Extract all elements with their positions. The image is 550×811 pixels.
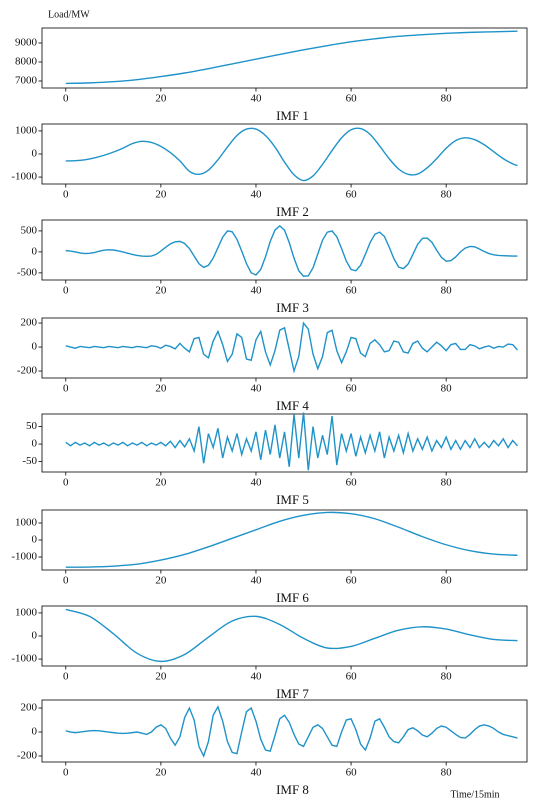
data-line — [65, 608, 518, 663]
panel-label: IMF 3 — [276, 300, 309, 315]
x-tick-label: 40 — [250, 93, 262, 105]
axes-frame — [41, 699, 528, 763]
x-tick-label: 0 — [63, 383, 69, 395]
x-tick-label: 80 — [441, 671, 453, 683]
y-tick-label: -500 — [17, 266, 38, 278]
y-tick-label: -200 — [17, 365, 38, 377]
x-tick-label: 80 — [441, 189, 453, 201]
x-tick-label: 40 — [250, 767, 262, 779]
x-tick-label: 20 — [155, 189, 167, 201]
x-tick-label: 0 — [63, 575, 69, 587]
x-tick-label: 0 — [63, 285, 69, 297]
x-tick-label: 20 — [155, 285, 167, 297]
x-tick-label: 0 — [63, 93, 69, 105]
y-tick-label: 9000 — [15, 37, 38, 49]
x-tick-label: 0 — [63, 477, 69, 489]
x-tick-label: 20 — [155, 383, 167, 395]
x-tick-label: 80 — [441, 767, 453, 779]
x-tick-label: 60 — [346, 93, 358, 105]
panel-label: IMF 4 — [276, 398, 309, 413]
y-tick-label: 0 — [32, 148, 38, 160]
x-tick-label: 0 — [63, 767, 69, 779]
y-tick-label: 0 — [32, 245, 38, 257]
x-tick-label: 20 — [155, 93, 167, 105]
x-tick-label: 20 — [155, 767, 167, 779]
axes-frame — [41, 123, 528, 185]
x-tick-label: 40 — [250, 575, 262, 587]
y-tick-label: 8000 — [15, 56, 38, 68]
x-tick-label: 40 — [250, 477, 262, 489]
data-line — [65, 412, 519, 471]
y-tick-label: -200 — [17, 750, 38, 762]
y-tick-label: 0 — [32, 534, 38, 546]
x-tick-label: 20 — [155, 671, 167, 683]
x-tick-label: 80 — [441, 285, 453, 297]
y-tick-label: 1000 — [15, 606, 38, 618]
x-tick-label: 80 — [441, 93, 453, 105]
data-line — [65, 321, 519, 374]
y-tick-label: 0 — [32, 630, 38, 642]
panel-label: IMF 6 — [276, 590, 309, 605]
y-tick-label: -50 — [22, 455, 37, 467]
data-line — [65, 30, 518, 85]
x-tick-label: 40 — [250, 671, 262, 683]
x-tick-label: 60 — [346, 575, 358, 587]
data-line — [65, 511, 518, 568]
x-tick-label: 40 — [250, 189, 262, 201]
x-tick-label: 80 — [441, 383, 453, 395]
y-tick-label: 200 — [21, 702, 38, 714]
x-axis-label: Time/15min — [450, 789, 499, 800]
x-tick-label: 0 — [63, 189, 69, 201]
x-tick-label: 60 — [346, 477, 358, 489]
axes-frame — [41, 317, 528, 379]
x-tick-label: 60 — [346, 767, 358, 779]
axes-frame — [41, 413, 528, 473]
x-tick-label: 20 — [155, 575, 167, 587]
panel-label: IMF 1 — [276, 108, 309, 123]
y-tick-label: 0 — [32, 438, 38, 450]
x-tick-label: 80 — [441, 477, 453, 489]
x-tick-label: 0 — [63, 671, 69, 683]
x-tick-label: 60 — [346, 285, 358, 297]
data-line — [65, 224, 518, 277]
y-tick-label: 1000 — [15, 124, 38, 136]
axes-frame — [41, 219, 528, 281]
y-tick-label: 7000 — [15, 75, 38, 87]
panel-label: IMF 8 — [276, 782, 309, 797]
panel-label: IMF 2 — [276, 204, 309, 219]
y-tick-label: 50 — [26, 420, 38, 432]
x-tick-label: 40 — [250, 383, 262, 395]
panel-label: IMF 5 — [276, 492, 309, 507]
y-tick-label: 500 — [21, 224, 38, 236]
x-tick-label: 60 — [346, 383, 358, 395]
x-tick-label: 60 — [346, 671, 358, 683]
panel-label: IMF 7 — [276, 686, 309, 701]
x-tick-label: 40 — [250, 285, 262, 297]
y-tick-label: -1000 — [11, 551, 37, 563]
axes-frame — [41, 605, 528, 667]
data-line — [65, 705, 518, 758]
x-tick-label: 80 — [441, 575, 453, 587]
axes-frame — [41, 27, 528, 89]
y-tick-label: 1000 — [15, 517, 38, 529]
y-tick-label: 0 — [32, 726, 38, 738]
data-line — [65, 127, 518, 182]
axes-frame — [41, 509, 528, 571]
y-tick-label: -1000 — [11, 653, 37, 665]
y-tick-label: -1000 — [11, 171, 37, 183]
x-tick-label: 20 — [155, 477, 167, 489]
y-tick-label: 0 — [32, 341, 38, 353]
y-tick-label: 200 — [21, 317, 38, 329]
y-axis-label: Load/MW — [48, 9, 90, 20]
x-tick-label: 60 — [346, 189, 358, 201]
